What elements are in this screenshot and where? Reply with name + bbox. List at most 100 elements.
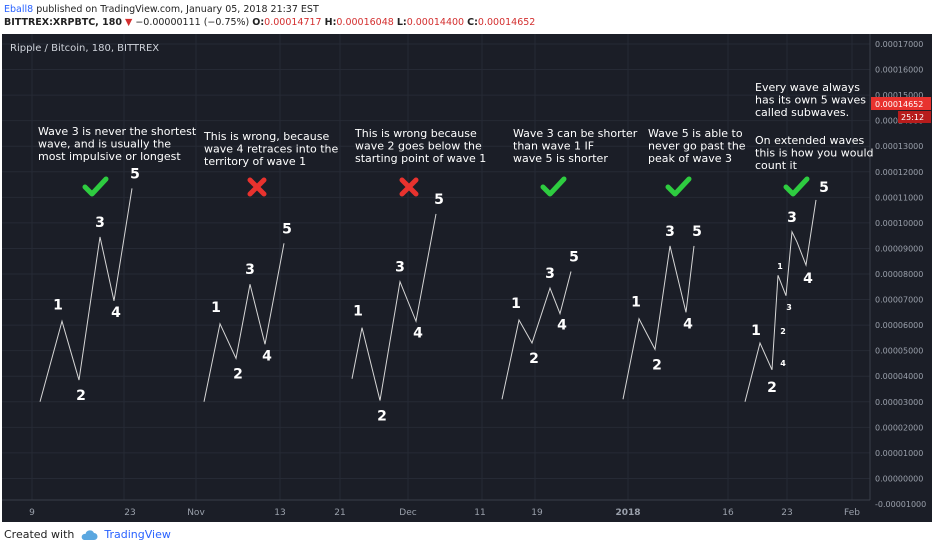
chart-svg[interactable]: Ripple / Bitcoin, 180, BITTREX 0.0001700… [2,34,932,522]
y-tick-label: -0.00001000 [875,500,926,509]
annotation-line: wave, and is usually the [38,138,171,151]
wave-line [744,199,817,402]
last-price-tag [871,97,931,111]
wave-label: 1 [353,304,363,320]
x-tick-label: 23 [124,508,135,518]
price-change: −0.00000111 (−0.75%) [135,17,250,28]
annotations: Wave 3 is never the shortest wave, and is… [38,81,874,172]
high-value: 0.00016048 [336,17,394,28]
wave-label: 2 [233,366,243,382]
annotation-line: count it [755,159,798,172]
check-icon [665,176,692,197]
subwave-label: 2 [780,327,786,336]
wave-label: 4 [262,348,272,364]
y-tick-label: 0.00016000 [875,66,923,75]
wave-label: 1 [511,296,521,312]
y-tick-label: 0.00011000 [875,193,923,202]
symbol-label: BITTREX:XRPBTC, 180 [4,17,122,28]
countdown-tag [898,111,931,124]
annotation-text: Every wave always has its own 5 waves call… [755,81,866,119]
wave-line [501,271,572,400]
publish-header: Eball8 published on TradingView.com, Jan… [4,4,319,15]
price-tag: 0.00014652 25:12 [871,97,931,124]
wave-label: 4 [111,305,121,321]
wave-label: 5 [692,224,702,240]
annotation-line: than wave 1 IF [513,140,594,153]
y-tick-label: 0.00001000 [875,449,923,458]
annotation-line: territory of wave 1 [204,155,306,168]
annotation-line: Wave 5 is able to [648,127,743,140]
wave-line [351,213,437,401]
annotation-line: this is how you would [755,147,874,160]
check-icon [540,176,567,197]
cross-icon [247,177,267,197]
symbol-header: BITTREX:XRPBTC, 180 ▼ −0.00000111 (−0.75… [4,17,535,28]
subwave-label: 4 [780,359,786,368]
wave-label: 5 [434,192,444,208]
annotation-line: never go past the [648,140,746,153]
wave-label: 5 [569,249,579,265]
cloud-icon [82,529,98,540]
wave-label: 5 [819,180,829,196]
chart-area[interactable]: Ripple / Bitcoin, 180, BITTREX 0.0001700… [2,34,932,522]
publish-info: published on TradingView.com, January 05… [33,4,319,15]
annotation-line: This is wrong, because [203,130,329,143]
annotation-line: Wave 3 is never the shortest [38,125,197,138]
author-link[interactable]: Eball8 [4,4,34,15]
x-tick-label: Dec [399,508,416,518]
subwave-label: 1 [777,262,783,271]
footer: Created with TradingView [4,528,171,541]
countdown-value: 25:12 [901,113,924,122]
y-tick-label: 0.00012000 [875,168,923,177]
x-tick-label: Feb [844,508,860,518]
annotation-line: Wave 3 can be shorter [513,127,638,140]
wave-label: 1 [751,323,761,339]
annotation-line: called subwaves. [755,106,849,119]
y-tick-label: 0.00002000 [875,423,923,432]
wave-line [39,188,133,402]
annotation-line: On extended waves [755,134,865,147]
wave-label: 4 [683,316,693,332]
wave-label: 4 [803,271,813,287]
y-tick-label: 0.00000000 [875,474,923,483]
x-tick-label: 19 [531,508,543,518]
annotation-line: starting point of wave 1 [355,152,486,165]
y-tick-label: 0.00017000 [875,40,923,49]
last-price-value: 0.00014652 [875,100,923,109]
open-label: O: [252,17,265,28]
wave-label: 2 [377,409,387,425]
annotation-text: This is wrong because wave 2 goes below t… [354,127,486,165]
subwave-label: 3 [786,303,792,312]
check-icon [783,176,810,197]
wave-label: 3 [395,260,405,276]
annotation-line: wave 5 is shorter [513,152,608,165]
annotation-line: wave 2 goes below the [355,140,482,153]
y-tick-label: 0.00010000 [875,219,923,228]
wave-label: 1 [53,297,63,313]
wave-label: 1 [211,300,221,316]
wave-line [203,243,285,402]
annotation-line: most impulsive or longest [38,150,181,163]
annotation-line: wave 4 retraces into the [204,143,339,156]
x-tick-label: 11 [474,508,485,518]
created-with-label: Created with [4,528,75,541]
low-label: L: [396,17,407,28]
cross-icon [399,177,419,197]
annotation-text: On extended waves this is how you would co… [755,134,874,172]
y-tick-label: 0.00006000 [875,321,923,330]
annotation-text: Wave 3 can be shorter than wave 1 IF wave … [513,127,638,165]
annotation-line: peak of wave 3 [648,152,732,165]
annotation-text: This is wrong, because wave 4 retraces in… [203,130,339,168]
tradingview-link[interactable]: TradingView [104,528,171,541]
wave-label: 3 [787,210,797,226]
y-tick-label: 0.00005000 [875,347,923,356]
down-arrow-icon: ▼ [124,17,133,28]
high-label: H: [324,17,337,28]
y-tick-label: 0.00007000 [875,296,923,305]
wave-label: 2 [652,357,662,373]
wave-label: 4 [413,325,423,341]
wave-label: 5 [282,221,292,237]
annotation-text: Wave 3 is never the shortest wave, and is… [38,125,197,163]
y-tick-label: 0.00003000 [875,398,923,407]
y-tick-label: 0.00009000 [875,244,923,253]
